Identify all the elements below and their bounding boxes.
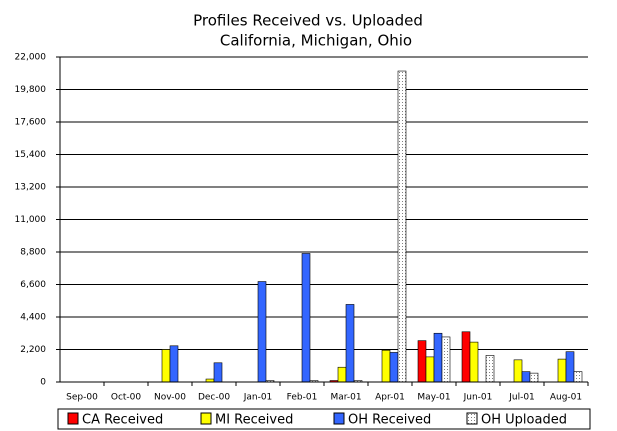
y-tick-label: 11,000 [15, 215, 47, 225]
bar [529, 372, 539, 383]
y-tick-label: 2,200 [20, 345, 46, 355]
legend-swatch [466, 412, 478, 425]
x-tick-label: Jan-01 [243, 393, 273, 403]
bar [161, 349, 171, 383]
legend-label: OH Uploaded [481, 413, 567, 428]
bar [441, 336, 451, 383]
y-tick-label: 6,600 [20, 280, 46, 290]
x-tick-label: Feb-01 [287, 393, 318, 403]
x-tick-label: Jun-01 [463, 393, 493, 403]
legend-label: OH Received [348, 413, 431, 428]
bar [469, 341, 479, 383]
y-tick-label: 0 [40, 378, 46, 388]
x-tick-label: Mar-01 [330, 393, 361, 403]
x-tick-label: Nov-00 [154, 393, 186, 403]
y-tick-label: 4,400 [20, 313, 46, 323]
bar [337, 366, 347, 383]
bar [485, 355, 495, 383]
legend-swatch [333, 412, 345, 425]
x-tick-label: Dec-00 [198, 393, 230, 403]
y-tick-label: 13,200 [15, 183, 47, 193]
x-tick-label: May-01 [417, 393, 450, 403]
y-tick-label: 19,800 [15, 85, 47, 95]
bar [565, 351, 575, 383]
legend-swatch [200, 412, 212, 425]
y-tick-label: 22,000 [15, 53, 47, 63]
x-tick-label: Aug-01 [550, 393, 582, 403]
legend-swatch [67, 412, 79, 425]
bar [521, 371, 531, 383]
bar [397, 70, 407, 383]
bar [213, 362, 223, 383]
bar [417, 340, 427, 383]
x-tick-label: Jul-01 [508, 393, 535, 403]
bar [301, 253, 311, 383]
legend-label: CA Received [82, 413, 163, 428]
bar [557, 358, 567, 383]
legend [57, 408, 591, 430]
y-tick-label: 15,400 [15, 150, 47, 160]
bar [425, 356, 435, 383]
y-tick-label: 8,800 [20, 248, 46, 258]
bar [513, 359, 523, 383]
chart-title: Profiles Received vs. Uploaded [193, 12, 423, 30]
y-tick-label: 17,600 [15, 118, 47, 128]
x-tick-label: Apr-01 [375, 393, 405, 403]
x-tick-label: Oct-00 [111, 393, 142, 403]
bar [169, 345, 179, 383]
legend-label: MI Received [215, 413, 293, 428]
x-tick-label: Sep-00 [66, 393, 98, 403]
bar [381, 349, 391, 383]
bar [389, 352, 399, 383]
chart-subtitle: California, Michigan, Ohio [220, 32, 412, 50]
bar [345, 304, 355, 383]
bar [257, 281, 267, 383]
bar [461, 331, 471, 383]
bar [433, 332, 443, 383]
bar [573, 371, 583, 383]
